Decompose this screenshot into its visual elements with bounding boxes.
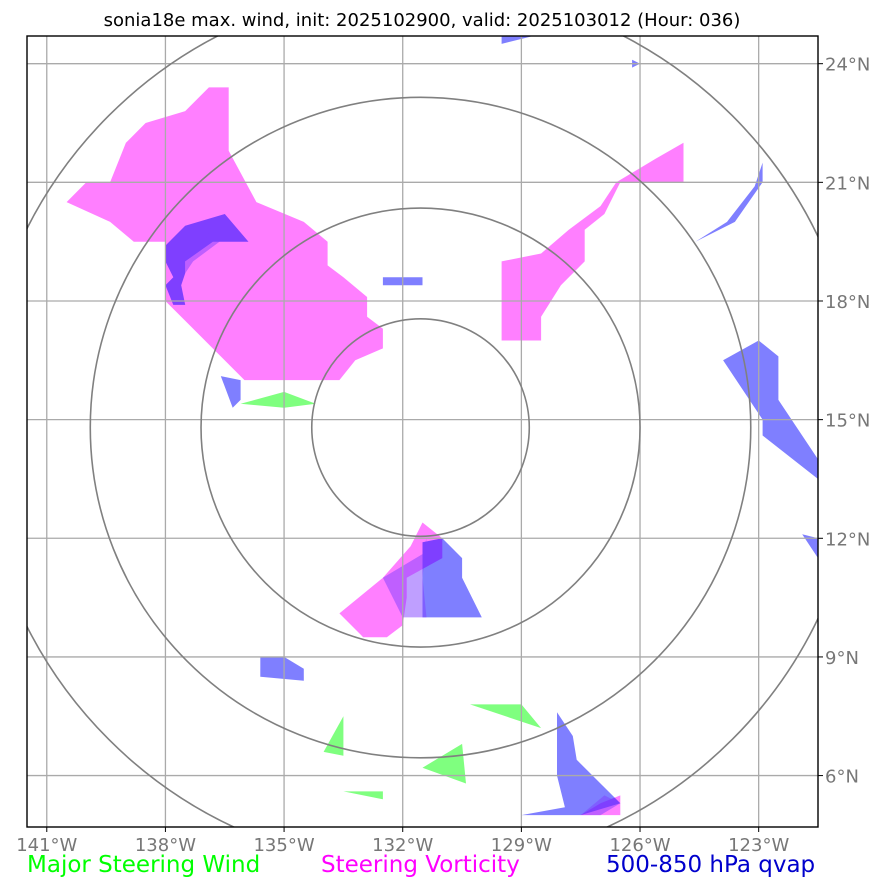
layer-0-region-1 bbox=[501, 142, 684, 341]
layer-2 bbox=[240, 391, 542, 800]
y-tick-label-1: 21°N bbox=[825, 173, 870, 194]
layer-1-region-1 bbox=[220, 376, 241, 408]
plot-frame bbox=[26, 35, 819, 828]
y-tick-label-6: 6°N bbox=[825, 767, 859, 788]
legend-qvap: 500-850 hPa qvap bbox=[606, 852, 816, 878]
range-ring-2 bbox=[89, 96, 752, 759]
x-tick-label-3: 132°W bbox=[372, 835, 433, 856]
layer-3-region-2 bbox=[580, 795, 621, 816]
x-tick-label-1: 138°W bbox=[135, 835, 196, 856]
range-rings bbox=[27, 36, 818, 827]
layer-3-region-0 bbox=[185, 221, 225, 274]
y-axis: 24°N 21°N 18°N 15°N 12°N 9°N 6°N bbox=[818, 55, 870, 788]
gridlines bbox=[27, 36, 818, 827]
layer-3 bbox=[185, 221, 621, 816]
layer-1-region-5 bbox=[422, 538, 482, 618]
range-ring-1 bbox=[200, 207, 641, 648]
y-tick-label-0: 24°N bbox=[825, 55, 870, 76]
range-ring-0 bbox=[310, 317, 531, 538]
layer-1-region-0 bbox=[165, 214, 249, 305]
layer-1-region-8 bbox=[521, 712, 621, 816]
y-tick-label-2: 18°N bbox=[825, 292, 870, 313]
layer-1-region-10 bbox=[501, 36, 534, 44]
x-tick-label-4: 129°W bbox=[491, 835, 552, 856]
chart-title: sonia18e max. wind, init: 2025102900, va… bbox=[104, 10, 741, 31]
x-tick-label-5: 126°W bbox=[609, 835, 670, 856]
y-tick-label-4: 12°N bbox=[825, 529, 870, 550]
layer-2-region-1 bbox=[323, 716, 344, 756]
layer-1-region-7 bbox=[260, 656, 304, 681]
legend-major-steering-wind: Major Steering Wind bbox=[27, 852, 261, 878]
y-tick-label-5: 9°N bbox=[825, 648, 859, 669]
layer-2-region-3 bbox=[343, 791, 383, 800]
data-layers bbox=[66, 36, 818, 816]
x-tick-label-0: 141°W bbox=[16, 835, 77, 856]
layer-1-region-6 bbox=[802, 534, 818, 559]
x-tick-label-2: 135°W bbox=[253, 835, 314, 856]
layer-2-region-0 bbox=[240, 391, 316, 408]
x-tick-label-6: 123°W bbox=[728, 835, 789, 856]
layer-2-region-2 bbox=[422, 743, 466, 784]
layer-3-region-1 bbox=[382, 538, 427, 618]
x-axis: 141°W 138°W 135°W 132°W 129°W 126°W 123°W bbox=[16, 827, 789, 856]
y-tick-label-3: 15°N bbox=[825, 411, 870, 432]
layer-2-region-4 bbox=[470, 704, 542, 729]
legend-steering-vorticity: Steering Vorticity bbox=[321, 852, 520, 878]
